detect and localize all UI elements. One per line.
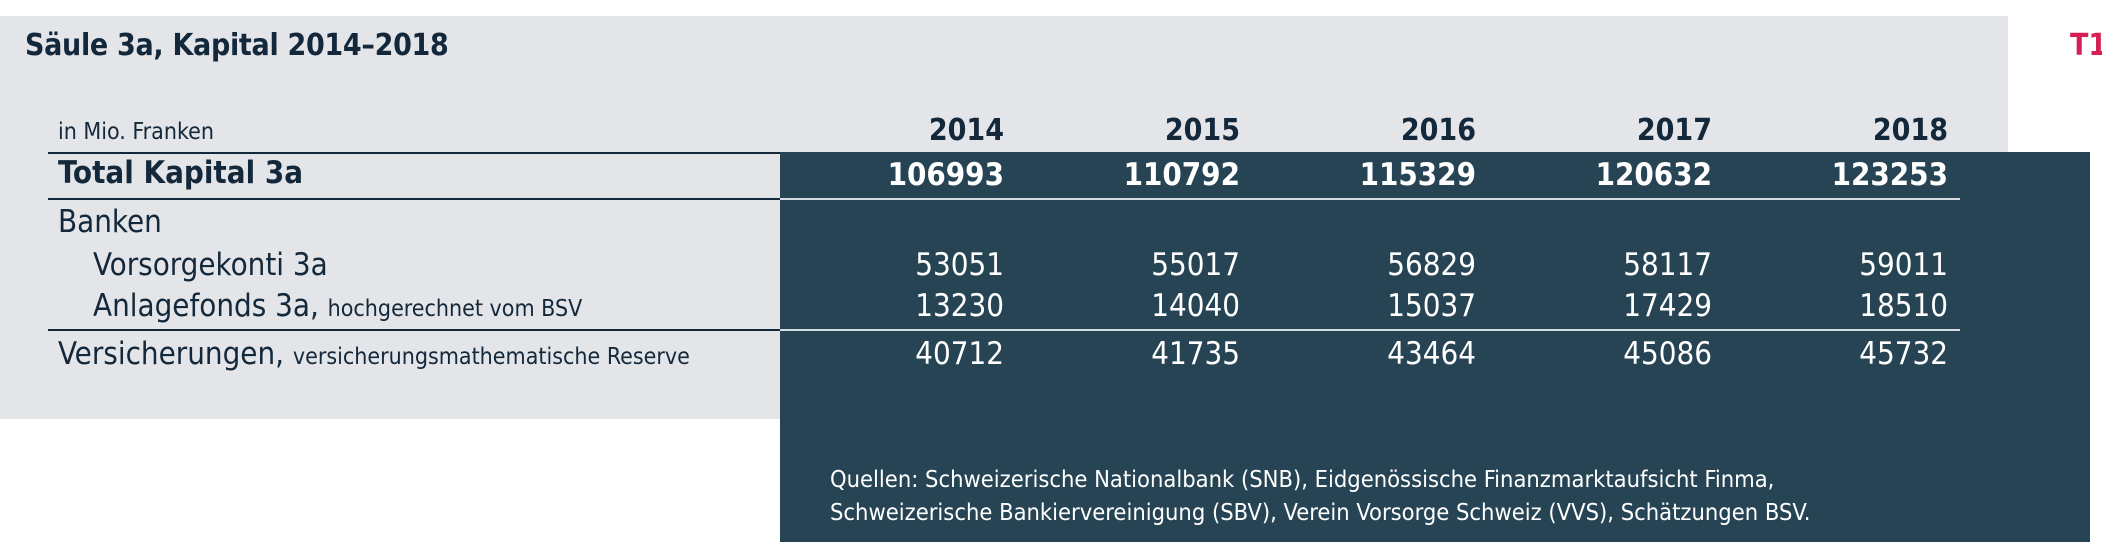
table-cell: 58117 bbox=[1623, 247, 1712, 283]
year-header: 2017 bbox=[1636, 113, 1712, 148]
rule-banken-left bbox=[48, 329, 780, 331]
table-cell: 110792 bbox=[1123, 157, 1240, 193]
year-header: 2014 bbox=[928, 113, 1004, 148]
table-cell: 15037 bbox=[1387, 288, 1476, 324]
table-cell: 17429 bbox=[1623, 288, 1712, 324]
rule-banken-right bbox=[780, 329, 1960, 331]
row-label-versicherungen: Versicherungen, versicherungsmathematisc… bbox=[58, 336, 690, 372]
table-cell: 45086 bbox=[1623, 336, 1712, 372]
year-header: 2016 bbox=[1400, 113, 1476, 148]
year-header: 2018 bbox=[1872, 113, 1948, 148]
table-cell: 120632 bbox=[1595, 157, 1712, 193]
row-label-total: Total Kapital 3a bbox=[58, 155, 304, 191]
unit-label: in Mio. Franken bbox=[58, 119, 214, 145]
table-cell: 45732 bbox=[1859, 336, 1948, 372]
table-cell: 123253 bbox=[1831, 157, 1948, 193]
source-footnote: Quellen: Schweizerische Nationalbank (SN… bbox=[830, 463, 2070, 529]
table-cell: 40712 bbox=[915, 336, 1004, 372]
table-cell: 106993 bbox=[887, 157, 1004, 193]
rule-total-right bbox=[780, 198, 1960, 200]
footnote-line: Schweizerische Bankiervereinigung (SBV),… bbox=[830, 498, 1811, 526]
row-label-note: hochgerechnet vom BSV bbox=[327, 296, 583, 322]
table-cell: 41735 bbox=[1151, 336, 1240, 372]
rule-total-left bbox=[48, 198, 780, 200]
table-cell: 56829 bbox=[1387, 247, 1476, 283]
table-title: Säule 3a, Kapital 2014–2018 bbox=[25, 28, 449, 63]
table-cell: 14040 bbox=[1151, 288, 1240, 324]
footnote-line: Quellen: Schweizerische Nationalbank (SN… bbox=[830, 465, 1775, 493]
table-cell: 55017 bbox=[1151, 247, 1240, 283]
table-number-tag: T1 bbox=[2070, 28, 2102, 63]
table-cell: 43464 bbox=[1387, 336, 1476, 372]
table-cell: 59011 bbox=[1859, 247, 1948, 283]
row-label-vorsorgekonti: Vorsorgekonti 3a bbox=[93, 247, 328, 283]
rule-top-left bbox=[48, 152, 780, 154]
table-cell: 115329 bbox=[1359, 157, 1476, 193]
row-label-note: versicherungsmathematische Reserve bbox=[292, 344, 690, 370]
row-label-main: Versicherungen, bbox=[58, 336, 284, 372]
row-label-banken: Banken bbox=[58, 204, 162, 240]
table-cell: 13230 bbox=[915, 288, 1004, 324]
year-header: 2015 bbox=[1164, 113, 1240, 148]
row-label-anlagefonds: Anlagefonds 3a, hochgerechnet vom BSV bbox=[93, 288, 582, 324]
row-label-main: Anlagefonds 3a, bbox=[93, 288, 319, 324]
data-area-background bbox=[780, 152, 2090, 542]
table-cell: 53051 bbox=[915, 247, 1004, 283]
table-cell: 18510 bbox=[1859, 288, 1948, 324]
